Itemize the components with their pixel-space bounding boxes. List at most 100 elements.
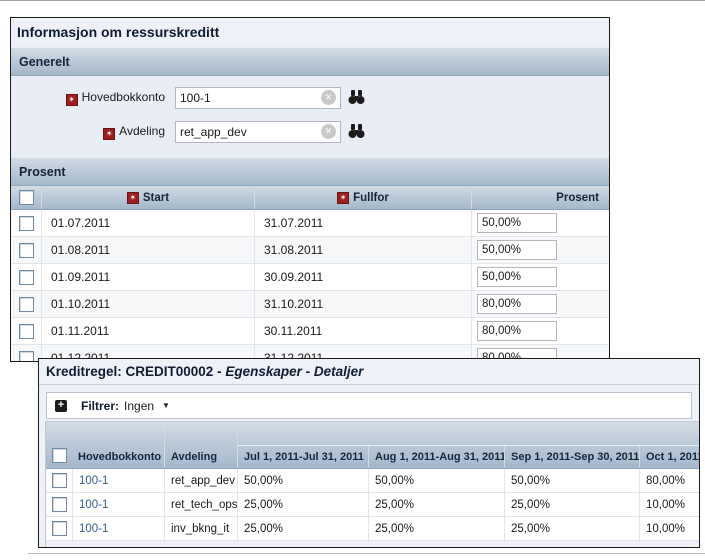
prosent-column-header: Prosent xyxy=(471,186,607,209)
konto-link[interactable]: 100-1 xyxy=(72,469,164,492)
allocation-table: Hovedbokkonto Avdeling Allokering Jul 1,… xyxy=(45,421,699,547)
table-row: 01.07.2011 31.07.2011 xyxy=(11,210,609,237)
avdeling-column-header: Avdeling xyxy=(164,422,237,468)
header-checkbox-cell xyxy=(46,422,72,468)
row-checkbox[interactable] xyxy=(18,296,34,312)
fullfor-date: 30.09.2011 xyxy=(254,264,471,290)
page-title: Informasjon om ressurskreditt xyxy=(11,18,609,47)
table-row: 01.12.2011 31.12.2011 xyxy=(11,345,609,361)
required-icon: ✶ xyxy=(126,191,139,204)
lookup-binoculars-icon[interactable] xyxy=(348,124,365,139)
row-checkbox[interactable] xyxy=(18,323,34,339)
prosent-input[interactable] xyxy=(477,294,557,314)
jul-value: 25,00% xyxy=(237,493,368,516)
chevron-down-icon[interactable]: ▼ xyxy=(162,401,170,410)
prosent-table-body: 01.07.2011 31.07.2011 01.08.2011 31.08.2… xyxy=(11,210,609,361)
avdeling-input[interactable] xyxy=(175,121,341,143)
filter-value-dropdown[interactable]: Ingen xyxy=(124,398,155,413)
filter-label: Filtrer: xyxy=(81,398,120,413)
start-date: 01.08.2011 xyxy=(41,237,254,263)
required-icon: ✶ xyxy=(65,94,78,106)
prosent-table-header: ✶ Start ✶ Fullfor Prosent xyxy=(11,186,609,210)
resource-credit-window: Informasjon om ressurskreditt Generelt ✶… xyxy=(10,17,610,362)
fullfor-date: 31.08.2011 xyxy=(254,237,471,263)
clear-icon[interactable]: ✕ xyxy=(321,90,336,105)
row-checkbox[interactable] xyxy=(18,350,34,361)
required-icon: ✶ xyxy=(337,191,350,204)
row-checkbox[interactable] xyxy=(51,521,67,536)
avdeling-cell: ret_app_dev xyxy=(164,469,237,492)
start-column-header: ✶ Start xyxy=(41,186,254,209)
fullfor-column-header: ✶ Fullfor xyxy=(254,186,471,209)
table-row: 100-1 ret_app_dev 50,00% 50,00% 50,00% 8… xyxy=(46,469,699,493)
jul-value: 25,00% xyxy=(237,517,368,540)
start-date: 01.07.2011 xyxy=(41,210,254,236)
hovedbokkonto-input[interactable] xyxy=(175,87,341,109)
oct-value: 10,00% xyxy=(639,493,699,516)
select-all-checkbox[interactable] xyxy=(51,448,67,463)
table-row: 100-1 ret_tech_ops 25,00% 25,00% 25,00% … xyxy=(46,493,699,517)
fullfor-date: 31.12.2011 xyxy=(254,345,471,361)
row-checkbox[interactable] xyxy=(51,497,67,512)
sep-value: 50,00% xyxy=(504,469,639,492)
form-row-hovedbokkonto: ✶Hovedbokkonto ✕ xyxy=(11,85,609,111)
lookup-binoculars-icon[interactable] xyxy=(348,90,365,105)
hovedbokkonto-label: ✶ Hovedbokkonto xyxy=(11,90,165,106)
table-row: 01.11.2011 30.11.2011 xyxy=(11,318,609,345)
clear-icon[interactable]: ✕ xyxy=(321,124,336,139)
start-date: 01.12.2011 xyxy=(41,345,254,361)
background-window-top-edge xyxy=(0,0,705,1)
sep-value: 25,00% xyxy=(504,493,639,516)
row-checkbox[interactable] xyxy=(18,242,34,258)
prosent-input[interactable] xyxy=(477,213,557,233)
section-header-generelt: Generelt xyxy=(11,47,609,76)
avdeling-label: ✶ Avdeling xyxy=(11,124,165,140)
jul-value: 50,00% xyxy=(237,469,368,492)
required-icon: ✶ xyxy=(103,128,116,140)
table-row: 01.08.2011 31.08.2011 xyxy=(11,237,609,264)
hovedbokkonto-column-header: Hovedbokkonto xyxy=(78,451,162,463)
form-row-avdeling: ✶Avdeling ✕ xyxy=(11,119,609,145)
expand-filter-icon[interactable]: + xyxy=(55,399,67,412)
oct-value: 10,00% xyxy=(639,517,699,540)
filter-bar: + Filtrer: Ingen ▼ xyxy=(46,392,692,419)
fullfor-date: 30.11.2011 xyxy=(254,318,471,344)
allocation-table-header: Hovedbokkonto Avdeling Allokering Jul 1,… xyxy=(46,422,699,469)
aug-value: 25,00% xyxy=(368,517,504,540)
sep-column-header: Sep 1, 2011-Sep 30, 2011 xyxy=(504,446,639,468)
jul-column-header: Jul 1, 2011-Jul 31, 2011 xyxy=(237,446,368,468)
oct-column-header: Oct 1, 2011 xyxy=(639,446,699,468)
start-date: 01.11.2011 xyxy=(41,318,254,344)
start-date: 01.10.2011 xyxy=(41,291,254,317)
allokering-group-header: Allokering xyxy=(237,422,699,446)
oct-value: 80,00% xyxy=(639,469,699,492)
konto-link[interactable]: 100-1 xyxy=(72,493,164,516)
aug-column-header: Aug 1, 2011-Aug 31, 2011 xyxy=(368,446,504,468)
credit-rule-title: Kreditregel: CREDIT00002 - Egenskaper - … xyxy=(39,359,699,385)
sep-value: 25,00% xyxy=(504,517,639,540)
start-date: 01.09.2011 xyxy=(41,264,254,290)
row-checkbox[interactable] xyxy=(18,215,34,231)
general-form: ✶Hovedbokkonto ✕ ✶Avdeling ✕ xyxy=(11,76,609,157)
select-all-checkbox[interactable] xyxy=(18,190,34,205)
aug-value: 25,00% xyxy=(368,493,504,516)
prosent-input[interactable] xyxy=(477,267,557,287)
header-checkbox-cell xyxy=(11,186,41,209)
fullfor-date: 31.10.2011 xyxy=(254,291,471,317)
aug-value: 50,00% xyxy=(368,469,504,492)
avdeling-cell: ret_tech_ops xyxy=(164,493,238,516)
hovedbokkonto-field-wrap: ✕ xyxy=(175,87,365,109)
row-checkbox[interactable] xyxy=(51,473,67,488)
table-row: 01.09.2011 30.09.2011 xyxy=(11,264,609,291)
background-window-bottom-edge xyxy=(28,553,705,554)
section-header-prosent: Prosent xyxy=(11,157,609,186)
table-row: 01.10.2011 31.10.2011 xyxy=(11,291,609,318)
row-checkbox[interactable] xyxy=(18,269,34,285)
konto-link[interactable]: 100-1 xyxy=(72,517,164,540)
prosent-input[interactable] xyxy=(477,348,557,361)
avdeling-cell: inv_bkng_it xyxy=(164,517,237,540)
prosent-input[interactable] xyxy=(477,321,557,341)
prosent-input[interactable] xyxy=(477,240,557,260)
avdeling-field-wrap: ✕ xyxy=(175,121,365,143)
fullfor-date: 31.07.2011 xyxy=(254,210,471,236)
